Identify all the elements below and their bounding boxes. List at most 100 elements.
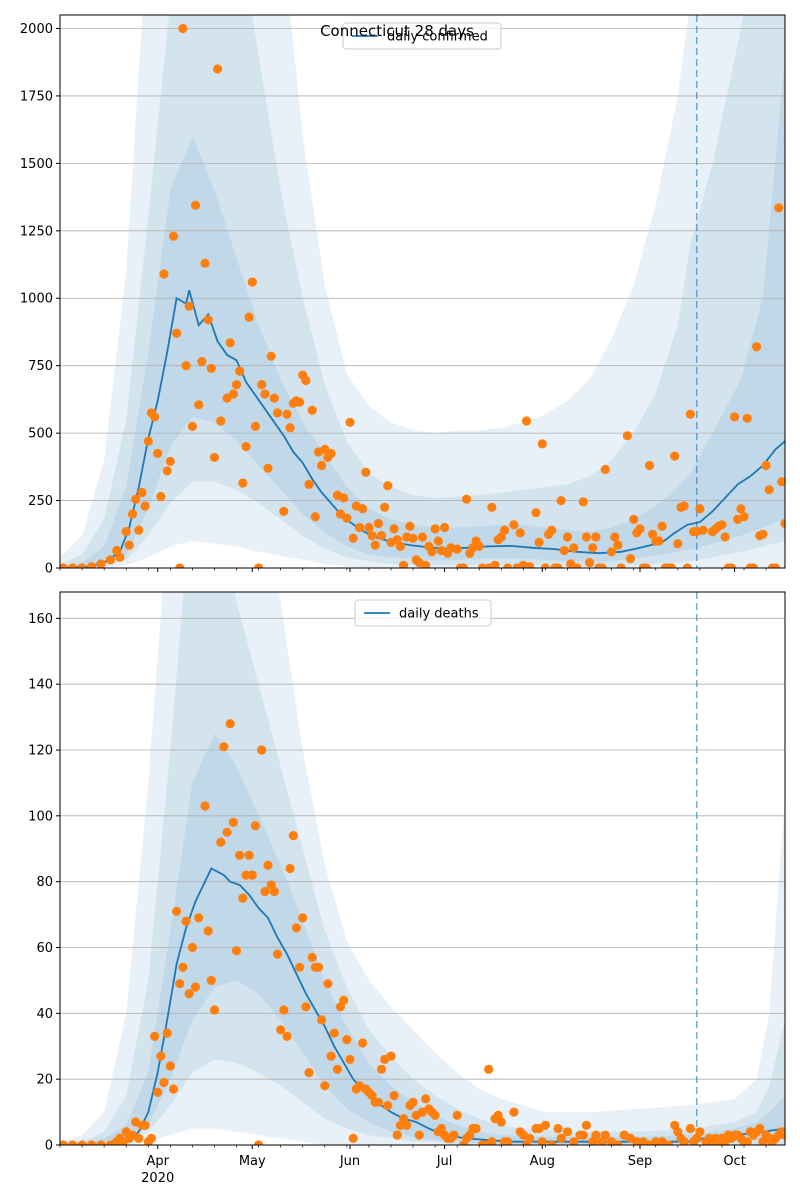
data-point	[266, 351, 276, 361]
data-point	[279, 506, 289, 516]
data-point	[184, 301, 194, 311]
legend-label: daily deaths	[399, 607, 479, 622]
y-tick-label: 160	[28, 612, 53, 627]
data-point	[332, 1064, 342, 1074]
data-point	[673, 539, 683, 549]
data-point	[503, 563, 513, 568]
x-tick-sublabel: 2020	[141, 1171, 174, 1186]
data-point	[254, 563, 264, 568]
y-tick-label: 500	[28, 427, 53, 442]
data-point	[386, 1051, 396, 1061]
data-point	[140, 501, 150, 511]
data-point	[77, 1140, 87, 1145]
data-point	[326, 448, 336, 458]
data-point	[654, 536, 664, 546]
data-point	[339, 995, 349, 1005]
data-point	[222, 827, 232, 837]
data-point	[190, 200, 201, 210]
data-point	[490, 560, 500, 568]
data-point	[260, 389, 270, 399]
axes-frame	[59, 14, 786, 569]
data-point	[736, 504, 746, 514]
data-point	[405, 521, 415, 531]
data-point	[194, 400, 204, 410]
data-point	[260, 886, 270, 897]
data-point	[209, 1005, 220, 1015]
band-inner	[60, 55, 785, 568]
data-point	[770, 563, 781, 568]
y-tick-label: 1750	[20, 89, 53, 104]
data-point	[421, 560, 431, 568]
plot-area	[60, 15, 785, 568]
data-point	[462, 494, 472, 504]
data-point	[364, 522, 374, 533]
data-point	[159, 269, 169, 279]
data-point	[203, 315, 213, 325]
x-tick-label: Jul	[436, 1154, 453, 1169]
data-point	[452, 1110, 462, 1120]
y-tick-label: 40	[36, 1007, 53, 1022]
data-point	[354, 522, 365, 533]
legend-box	[354, 599, 492, 627]
data-point	[307, 952, 317, 963]
data-point	[373, 1097, 383, 1107]
data-point	[682, 563, 692, 568]
data-point	[216, 416, 226, 426]
data-point	[228, 817, 238, 828]
data-point	[547, 1140, 557, 1145]
data-point	[310, 512, 320, 522]
legend: daily deaths	[354, 599, 492, 627]
data-point	[162, 1028, 172, 1038]
data-point	[77, 563, 87, 568]
data-point	[487, 502, 497, 512]
data-point	[225, 338, 235, 348]
data-point	[329, 1028, 339, 1038]
data-point	[172, 906, 182, 916]
data-point	[389, 524, 399, 534]
data-point	[509, 1107, 519, 1117]
data-point	[250, 821, 260, 831]
data-point	[695, 1127, 705, 1137]
data-point	[190, 982, 201, 992]
data-point	[200, 258, 210, 268]
data-point	[585, 558, 595, 568]
data-point	[291, 923, 301, 933]
data-point	[383, 1100, 393, 1111]
data-point	[295, 397, 305, 407]
data-point	[86, 1140, 97, 1145]
data-point	[131, 494, 141, 504]
data-point	[607, 547, 617, 557]
data-point	[187, 942, 197, 953]
y-tick-label: 60	[36, 941, 53, 956]
data-point	[60, 1140, 68, 1145]
data-point	[295, 962, 305, 972]
data-point	[663, 1140, 673, 1145]
data-point	[581, 532, 592, 542]
deaths-panel: 0 20 40 60 80 100 120 140 160 Apr 2020 May Jun Jul Aug…	[28, 591, 786, 1186]
data-point	[787, 348, 796, 357]
data-point	[320, 1081, 330, 1091]
data-point	[244, 312, 254, 322]
data-point	[742, 1137, 752, 1145]
data-point	[588, 543, 598, 553]
data-point	[597, 563, 607, 568]
data-point	[282, 1031, 292, 1041]
data-point	[168, 231, 179, 241]
data-point	[216, 837, 226, 847]
data-point	[244, 850, 254, 860]
data-point	[231, 946, 242, 956]
data-point	[345, 1054, 355, 1064]
figure-title: Connecticut 28 days	[320, 22, 474, 40]
legend-box	[342, 22, 502, 50]
data-point	[134, 1133, 144, 1143]
data-point	[610, 532, 620, 542]
data-point	[339, 493, 349, 503]
y-tick-label: 120	[28, 744, 53, 759]
data-point	[194, 913, 204, 923]
data-point	[726, 563, 736, 568]
data-point	[181, 916, 191, 926]
data-point	[600, 464, 610, 475]
data-point	[509, 520, 519, 530]
data-point	[156, 1051, 166, 1061]
data-point	[213, 64, 223, 74]
